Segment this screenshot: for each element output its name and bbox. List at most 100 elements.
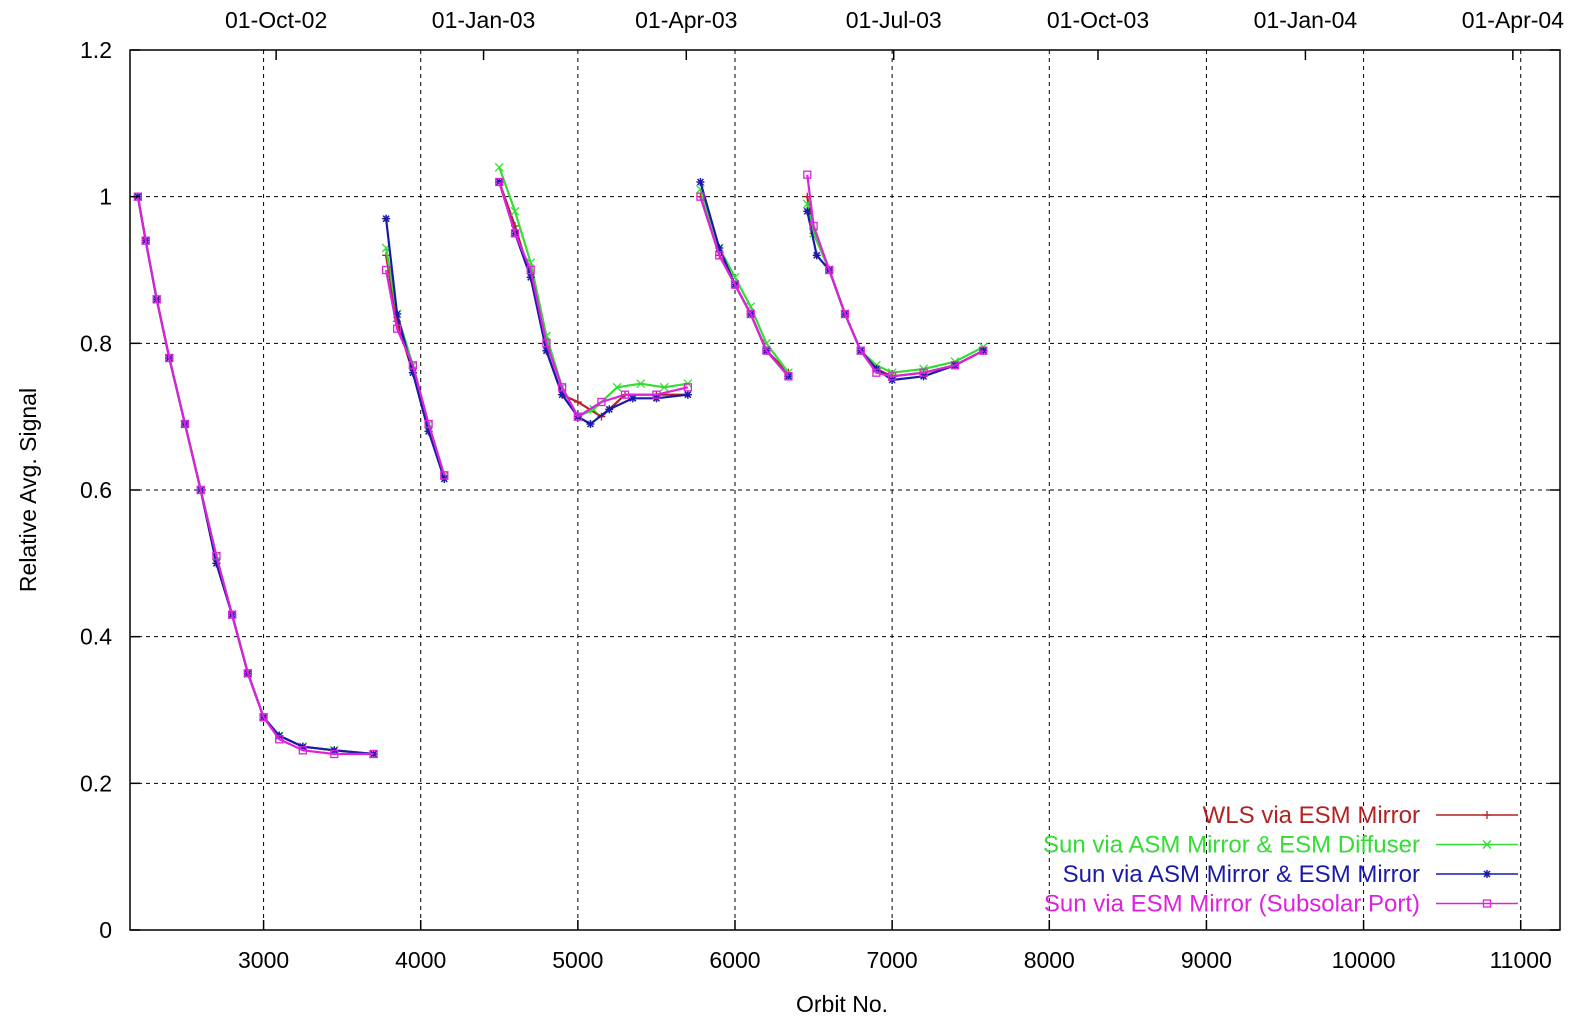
x-tick-labels: 3000 4000 5000 6000 7000 8000 9000 10000 11000 <box>238 947 1552 973</box>
data-point <box>620 390 630 399</box>
grid-lines <box>130 50 1560 930</box>
data-point <box>494 162 504 172</box>
top-date-label: 01-Oct-02 <box>225 7 327 33</box>
series-line <box>385 269 446 476</box>
data-point <box>803 170 812 179</box>
x-tick-label: 11000 <box>1490 947 1552 973</box>
data-point <box>298 746 308 755</box>
series-line <box>699 196 790 378</box>
top-date-label: 01-Jan-03 <box>432 7 536 33</box>
data-point <box>825 265 834 275</box>
legend-label: Sun via ASM Mirror & ESM Mirror <box>1063 861 1420 888</box>
data-point <box>636 379 646 389</box>
data-point <box>573 398 582 406</box>
y-tick-label: 0.4 <box>80 624 112 650</box>
data-point <box>652 390 661 399</box>
top-date-label: 01-Apr-03 <box>635 7 737 33</box>
data-point <box>440 471 449 480</box>
data-point <box>141 236 150 245</box>
data-point <box>381 265 391 275</box>
data-point <box>803 207 812 216</box>
data-point <box>165 353 174 363</box>
data-point <box>495 178 504 186</box>
y-tick-label: 0.2 <box>80 770 112 796</box>
legend-marker <box>1483 811 1491 819</box>
top-date-label: 01-Oct-03 <box>1047 7 1149 33</box>
data-point <box>526 265 535 275</box>
axis-ticks <box>130 49 1560 931</box>
legend-label: Sun via ESM Mirror (Subsolar Port) <box>1044 891 1420 918</box>
data-point <box>919 368 928 377</box>
top-date-label: 01-Apr-04 <box>1462 7 1564 33</box>
y-tick-label: 0 <box>99 917 112 943</box>
y-tick-label: 0.8 <box>80 330 112 356</box>
data-point <box>605 405 614 414</box>
data-point <box>979 346 988 355</box>
x-tick-label: 9000 <box>1181 947 1232 973</box>
data-point <box>696 192 705 201</box>
data-point <box>659 382 669 392</box>
top-date-tick-labels: 01-Oct-02 01-Jan-03 01-Apr-03 01-Jul-03 01-O… <box>225 7 1564 33</box>
data-point <box>979 346 988 355</box>
data-point <box>196 485 205 495</box>
y-tick-labels: 0 0.2 0.4 0.6 0.8 1 1.2 <box>80 37 112 943</box>
data-point <box>510 206 520 216</box>
data-point <box>730 280 740 289</box>
data-point <box>212 551 221 561</box>
data-point <box>586 420 595 428</box>
data-point <box>856 346 865 355</box>
x-tick-label: 6000 <box>709 947 760 973</box>
data-point <box>424 419 433 429</box>
legend-marker <box>1482 899 1492 908</box>
data-point <box>762 346 771 355</box>
x-tick-label: 7000 <box>867 947 918 973</box>
data-point <box>589 404 599 414</box>
data-point <box>840 309 850 319</box>
data-point <box>408 361 418 370</box>
legend: WLS via ESM Mirror Sun via ASM Mirror & E… <box>1043 802 1518 918</box>
legend-marker <box>1482 840 1492 849</box>
y-tick-label: 0.6 <box>80 477 112 503</box>
y-tick-label: 1.2 <box>80 37 112 63</box>
data-point <box>259 713 268 722</box>
data-point <box>573 412 583 421</box>
data-point <box>683 390 692 399</box>
series-4 <box>133 170 988 759</box>
data-point <box>275 735 284 744</box>
data-point <box>152 295 161 304</box>
data-point <box>510 229 520 238</box>
data-point <box>872 368 881 377</box>
series-layer <box>133 162 988 759</box>
x-tick-label: 4000 <box>395 947 446 973</box>
x-axis-title: Orbit No. <box>796 991 888 1017</box>
series-line <box>806 203 984 374</box>
x-tick-label: 3000 <box>238 947 289 973</box>
legend-label: Sun via ASM Mirror & ESM Diffuser <box>1043 832 1420 859</box>
legend-marker <box>1483 870 1491 878</box>
data-point <box>887 372 897 381</box>
data-point <box>683 383 693 392</box>
x-tick-label: 5000 <box>552 947 603 973</box>
data-point <box>542 339 551 348</box>
x-tick-label: 10000 <box>1332 947 1396 973</box>
x-tick-label: 8000 <box>1024 947 1075 973</box>
data-point <box>696 178 705 186</box>
data-point <box>180 419 190 429</box>
series-line <box>806 174 984 378</box>
data-point <box>784 372 793 381</box>
data-point <box>809 221 818 231</box>
data-point <box>330 749 339 759</box>
data-point <box>950 361 960 370</box>
y-axis-title: Relative Avg. Signal <box>15 388 41 592</box>
top-date-label: 01-Jan-04 <box>1254 7 1358 33</box>
legend-label: WLS via ESM Mirror <box>1203 802 1420 829</box>
data-point <box>369 749 378 759</box>
top-date-label: 01-Jul-03 <box>846 7 942 33</box>
y-tick-label: 1 <box>99 184 112 210</box>
data-point <box>382 214 391 223</box>
data-point <box>392 324 402 333</box>
series-line <box>498 181 689 418</box>
data-point <box>612 382 622 392</box>
